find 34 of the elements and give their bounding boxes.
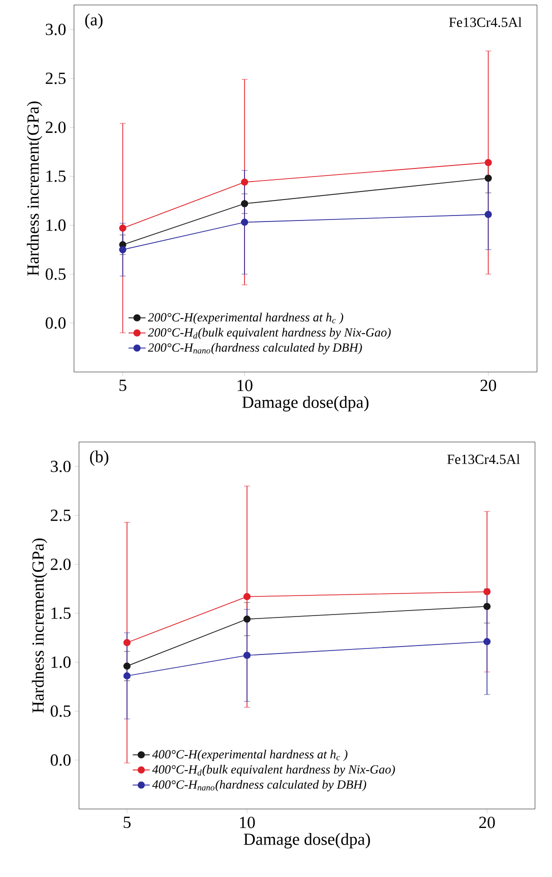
x-tick-label: 20 <box>479 816 495 828</box>
legend-label: 400°C-H(experimental hardness at h$_{c}$ ) <box>152 750 348 762</box>
y-axis-title: Hardness increment(GPa) <box>26 102 42 276</box>
x-tick-label: 5 <box>119 380 126 392</box>
y-tick-label: 2.5 <box>50 510 71 522</box>
legend-label: 400°C-H$_{nano}$(hardness calculated by DBH) <box>152 780 366 792</box>
y-tick-label: 2.0 <box>46 122 66 134</box>
legend-label: 200°C-H$_{d}$(bulk equivalent hardness by Nix-Gao) <box>148 328 391 340</box>
y-tick-label: 0.5 <box>46 268 66 280</box>
y-tick-label: 0.0 <box>50 754 71 766</box>
y-axis-title: Hardness increment(GPa) <box>32 538 48 713</box>
x-tick-label: 5 <box>124 816 131 828</box>
annotation: (a) <box>85 14 103 29</box>
y-tick-label: 0.0 <box>46 317 66 329</box>
x-axis-title: Damage dose(dpa) <box>244 833 370 848</box>
annotation: Fe13Cr4.5Al <box>447 454 520 464</box>
x-axis-title: Damage dose(dpa) <box>242 396 368 412</box>
y-tick-label: 1.5 <box>52 608 71 619</box>
x-tick-label: 20 <box>480 380 496 392</box>
annotation: Fe13Cr4.5Al <box>449 17 522 28</box>
legend-label: 200°C-H$_{nano}$(hardness calculated by DBH) <box>148 342 362 354</box>
annotation: (b) <box>90 450 108 466</box>
y-tick-label: 3.0 <box>46 24 66 36</box>
y-tick-label: 1.0 <box>52 656 71 668</box>
y-tick-label: 0.5 <box>50 705 71 717</box>
legend-label: 400°C-H$_{d}$(bulk equivalent hardness by Nix-Gao) <box>152 764 395 776</box>
y-tick-label: 2.5 <box>46 72 66 84</box>
y-tick-label: 2.0 <box>50 558 71 570</box>
y-tick-label: 1.0 <box>46 219 66 231</box>
y-tick-label: 1.5 <box>46 170 66 182</box>
x-tick-label: 10 <box>240 816 255 828</box>
legend-label: 200°C-H(experimental hardness at h$_{c}$ ) <box>148 312 344 324</box>
y-tick-label: 3.0 <box>50 460 71 472</box>
x-tick-label: 10 <box>238 380 252 392</box>
